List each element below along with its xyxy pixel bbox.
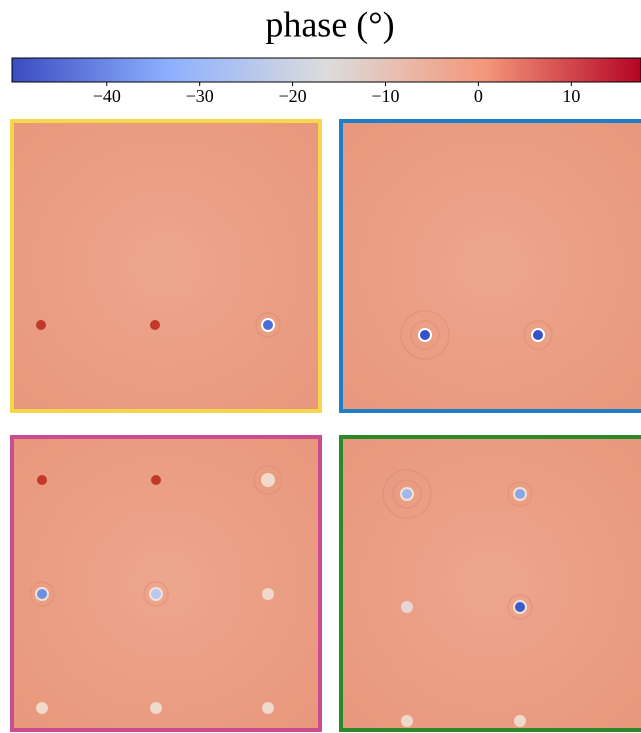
ring: [143, 581, 169, 607]
tick-label: 10: [562, 86, 580, 106]
panel: [339, 119, 641, 413]
tick-label: −10: [371, 86, 399, 106]
spot: [261, 473, 275, 487]
spot: [37, 475, 47, 485]
ring: [507, 594, 533, 620]
spot: [150, 320, 160, 330]
spot: [151, 475, 161, 485]
panel: [339, 435, 641, 732]
spot: [149, 587, 163, 601]
tick-label: −30: [186, 86, 214, 106]
ring: [255, 312, 281, 338]
ring: [410, 320, 440, 350]
spot: [150, 702, 162, 714]
spot: [262, 702, 274, 714]
panels: [10, 119, 641, 732]
ring: [392, 479, 422, 509]
ring: [29, 581, 55, 607]
spot: [400, 487, 414, 501]
colorbar: [11, 57, 641, 83]
ring: [507, 481, 533, 507]
spots: [29, 310, 553, 727]
tick-label: 0: [474, 86, 483, 106]
tick-label: −40: [93, 86, 121, 106]
ring: [382, 469, 432, 519]
spot: [531, 328, 545, 342]
chart-title: phase (°): [265, 4, 394, 44]
spot: [261, 318, 275, 332]
spot: [513, 487, 527, 501]
spot: [262, 588, 274, 600]
ring: [253, 465, 283, 495]
ring: [400, 310, 450, 360]
spot: [36, 320, 46, 330]
spot: [513, 600, 527, 614]
spot: [514, 715, 526, 727]
spot: [401, 715, 413, 727]
tick-label: −20: [279, 86, 307, 106]
spot: [36, 702, 48, 714]
panel: [10, 119, 322, 413]
spot: [35, 587, 49, 601]
spot: [401, 601, 413, 613]
spot: [418, 328, 432, 342]
ring: [523, 320, 553, 350]
